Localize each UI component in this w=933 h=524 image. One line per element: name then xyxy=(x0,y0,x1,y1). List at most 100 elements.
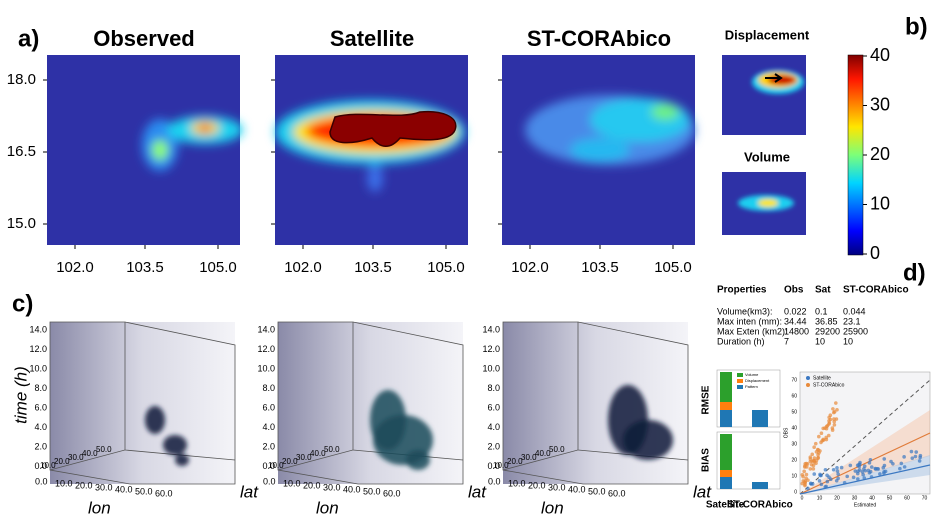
blob xyxy=(623,420,673,460)
map-title: Satellite xyxy=(330,26,414,51)
panel-label: b) xyxy=(905,13,928,40)
table-cell: 10 xyxy=(843,336,853,346)
lon-tick-label: 0.0 xyxy=(263,476,276,486)
time-tick-label: 6.0 xyxy=(262,402,275,412)
blob xyxy=(406,450,430,470)
x-tick-label: 10 xyxy=(817,495,823,501)
legend-swatch xyxy=(737,373,743,377)
time-tick-label: 8.0 xyxy=(487,383,500,393)
legend-label: Volume xyxy=(745,372,759,377)
lon-label: lon xyxy=(88,498,111,517)
point xyxy=(805,473,809,477)
x-tick-label: 30 xyxy=(852,495,858,501)
point xyxy=(845,475,849,479)
time-tick-label: 8.0 xyxy=(262,383,275,393)
legend-swatch xyxy=(737,379,743,383)
bar-segment xyxy=(752,410,768,427)
y-tick-label: 15.0 xyxy=(7,215,36,232)
time-label: time (h) xyxy=(11,366,30,424)
point xyxy=(814,442,818,446)
bar-segment xyxy=(720,434,732,470)
point xyxy=(882,470,886,474)
table-cell: 36.85 xyxy=(815,316,838,326)
point xyxy=(869,458,873,462)
lon-tick-label: 50.0 xyxy=(588,486,606,496)
point xyxy=(849,464,853,468)
point xyxy=(910,450,914,454)
bar-category: ST-CORAbico xyxy=(727,500,793,511)
inset-title: Volume xyxy=(744,149,790,164)
point xyxy=(835,466,839,470)
lon-tick-label: 20.0 xyxy=(528,480,546,490)
table-cell: 0.044 xyxy=(843,306,866,316)
x-tick-label: 103.5 xyxy=(126,259,164,276)
map-title: Observed xyxy=(93,26,195,51)
point xyxy=(863,464,867,468)
time-tick-label: 6.0 xyxy=(34,402,47,412)
point xyxy=(863,469,867,473)
y-tick-label: 10 xyxy=(791,473,797,479)
point xyxy=(834,401,838,405)
y-tick-label: 18.0 xyxy=(7,71,36,88)
lon-label: lon xyxy=(316,498,339,517)
lat-tick-label: 50.0 xyxy=(549,445,565,454)
x-tick-label: 105.0 xyxy=(427,259,465,276)
map-title: ST-CORAbico xyxy=(527,26,671,51)
table-cell: Max inten (mm): xyxy=(717,316,782,326)
point xyxy=(840,466,844,470)
x-tick-label: 60 xyxy=(904,495,910,501)
point xyxy=(827,416,831,420)
legend-label: ST-CORAbico xyxy=(813,382,845,388)
point xyxy=(918,459,922,463)
y-tick-label: 20 xyxy=(791,457,797,463)
point xyxy=(903,465,907,469)
lon-tick-label: 10.0 xyxy=(283,478,301,488)
x-tick-label: 102.0 xyxy=(284,259,322,276)
point xyxy=(805,465,809,469)
panel-label: a) xyxy=(18,25,39,52)
colorbar-tick-label: 10 xyxy=(870,193,890,213)
lon-tick-label: 0.0 xyxy=(488,476,501,486)
table-cell: 34.44 xyxy=(784,316,807,326)
lon-tick-label: 60.0 xyxy=(608,488,626,498)
point xyxy=(857,463,861,467)
point xyxy=(816,457,820,461)
time-tick-label: 2.0 xyxy=(34,441,47,451)
colorbar-tick-label: 0 xyxy=(870,243,880,263)
point xyxy=(812,459,816,463)
point xyxy=(914,455,918,459)
point xyxy=(832,468,836,472)
table-cell: 14800 xyxy=(784,326,809,336)
point xyxy=(812,464,816,468)
point xyxy=(831,428,835,432)
bar-segment xyxy=(720,372,732,402)
time-tick-label: 12.0 xyxy=(482,344,500,354)
point xyxy=(815,450,819,454)
point xyxy=(801,475,805,479)
panel-label: c) xyxy=(12,290,33,317)
point xyxy=(858,468,862,472)
point xyxy=(812,467,816,471)
time-tick-label: 14.0 xyxy=(29,324,47,334)
point xyxy=(812,445,816,449)
time-tick-label: 8.0 xyxy=(34,383,47,393)
x-tick-label: 102.0 xyxy=(511,259,549,276)
point xyxy=(881,466,885,470)
point xyxy=(833,423,837,427)
lon-tick-label: 40.0 xyxy=(568,484,586,494)
point xyxy=(806,487,810,491)
bar-segment xyxy=(720,470,732,477)
table-header: Obs xyxy=(784,285,804,296)
table-cell: Volume(km3): xyxy=(717,306,773,316)
point xyxy=(876,467,880,471)
inset-blob xyxy=(738,195,794,211)
x-tick-label: 105.0 xyxy=(654,259,692,276)
point xyxy=(914,450,918,454)
point xyxy=(882,457,886,461)
x-tick-label: 103.5 xyxy=(354,259,392,276)
y-tick-label: 40 xyxy=(791,425,797,431)
y-tick-label: 70 xyxy=(791,377,797,383)
table-cell: 23.1 xyxy=(843,316,861,326)
point xyxy=(803,481,807,485)
table-cell: Duration (h) xyxy=(717,336,765,346)
